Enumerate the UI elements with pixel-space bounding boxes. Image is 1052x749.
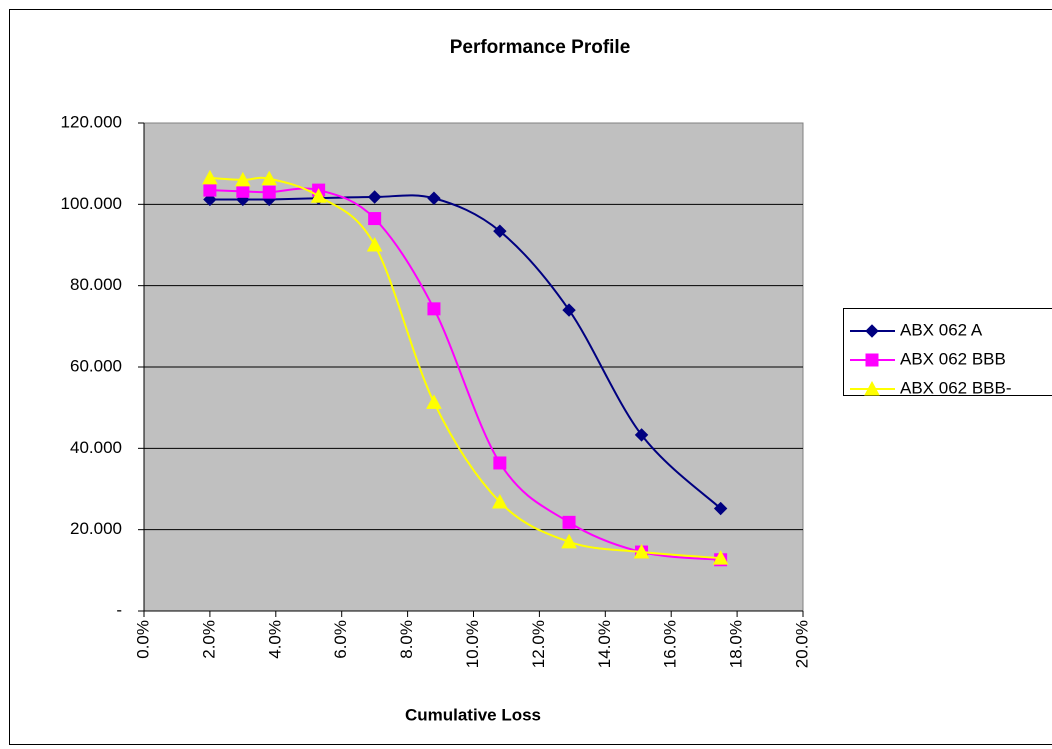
data-point <box>562 515 576 529</box>
data-point <box>310 188 327 203</box>
series-line <box>209 176 721 560</box>
legend-marker <box>865 353 879 367</box>
x-tick-label: 14.0% <box>595 620 614 668</box>
data-point <box>561 533 577 549</box>
data-point <box>202 169 218 185</box>
y-tick-label: 60.000 <box>70 356 122 375</box>
y-tick-label: 100.000 <box>61 194 122 213</box>
legend-label: ABX 062 A <box>900 320 983 339</box>
data-point <box>262 185 276 199</box>
data-point <box>261 170 278 186</box>
data-point <box>562 303 576 317</box>
chart-title: Performance Profile <box>450 37 631 58</box>
data-point <box>712 550 729 565</box>
data-point <box>426 394 442 409</box>
legend-label: ABX 062 BBB- <box>900 378 1012 397</box>
x-tick-label: 16.0% <box>661 620 680 668</box>
data-point <box>492 493 508 509</box>
y-tick-label: 120.000 <box>61 112 122 131</box>
data-point <box>366 236 383 252</box>
x-tick-label: 2.0% <box>199 620 218 659</box>
data-point <box>427 191 441 205</box>
data-point <box>634 428 649 442</box>
x-tick-label: 18.0% <box>727 620 746 668</box>
y-tick-label: 40.000 <box>70 438 122 457</box>
x-tick-label: 10.0% <box>463 620 482 668</box>
data-point <box>367 190 382 204</box>
series-line <box>209 187 721 561</box>
data-point <box>203 183 217 197</box>
y-tick-label: 80.000 <box>70 275 122 294</box>
legend-marker <box>864 380 880 396</box>
x-tick-label: 20.0% <box>792 620 811 668</box>
x-axis-label: Cumulative Loss <box>405 705 541 724</box>
x-tick-label: 12.0% <box>529 620 548 668</box>
x-tick-label: 0.0% <box>133 620 152 659</box>
y-tick-label: 20.000 <box>70 519 122 538</box>
x-tick-label: 4.0% <box>265 620 284 659</box>
y-tick-label: - <box>116 600 122 619</box>
data-point <box>493 224 507 238</box>
data-point <box>493 456 507 470</box>
data-point <box>368 212 382 226</box>
data-point <box>633 543 650 559</box>
legend-marker <box>865 324 879 338</box>
x-tick-label: 8.0% <box>397 620 416 659</box>
legend-label: ABX 062 BBB <box>900 349 1006 368</box>
legend <box>843 308 1052 396</box>
x-tick-label: 6.0% <box>331 620 350 659</box>
data-point <box>713 501 728 516</box>
data-point <box>427 302 441 316</box>
data-point <box>235 171 251 187</box>
data-point <box>236 184 250 198</box>
